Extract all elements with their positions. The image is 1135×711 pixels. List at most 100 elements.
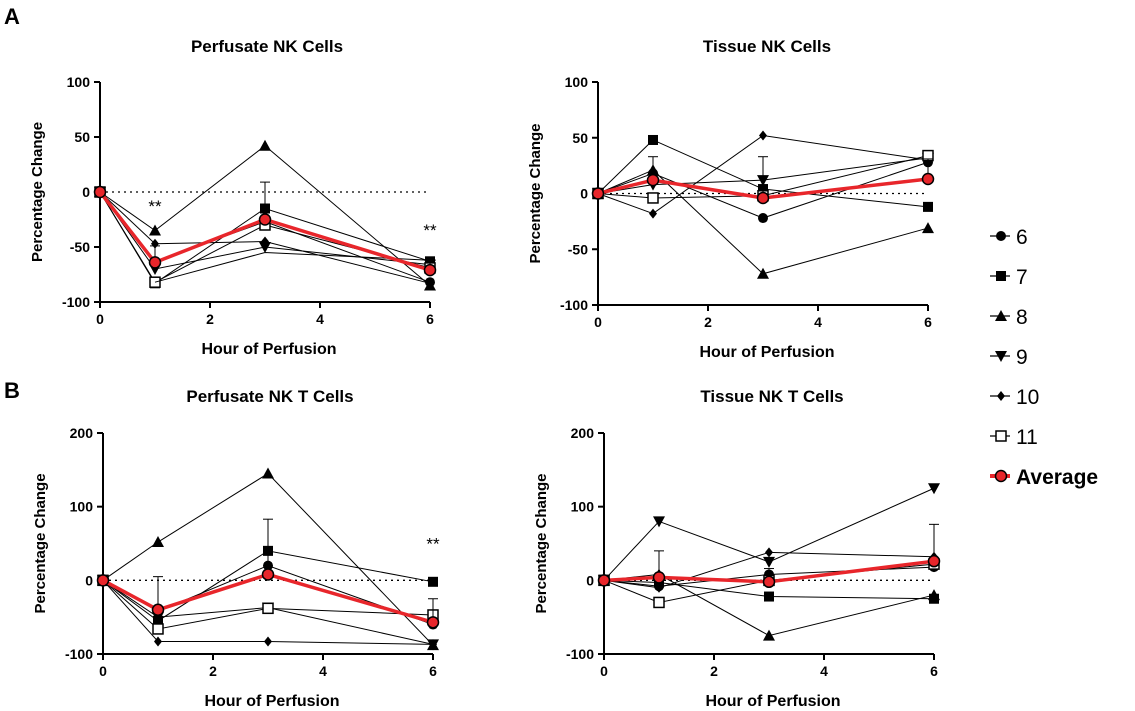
- y-tick-label: 200: [571, 425, 595, 441]
- series-line: [102, 472, 434, 646]
- data-point: [647, 192, 659, 204]
- x-tick-label: 0: [600, 663, 608, 679]
- y-tick-label: 100: [67, 74, 91, 90]
- x-tick-label: 2: [710, 663, 718, 679]
- data-point: [262, 602, 274, 615]
- x-axis-title: Hour of Perfusion: [705, 693, 840, 710]
- x-tick-label: 6: [429, 663, 437, 679]
- x-tick-label: 4: [316, 311, 324, 327]
- y-tick-label: 200: [70, 425, 94, 441]
- series-line: [597, 169, 929, 275]
- average-point: [597, 574, 611, 587]
- y-tick-label: -100: [566, 646, 594, 662]
- legend-item-9: 9: [990, 346, 1028, 369]
- chart-title: Perfusate NK Cells: [191, 37, 343, 56]
- data-point: [758, 213, 768, 224]
- significance-marker: **: [426, 534, 440, 553]
- data-point: [649, 208, 657, 219]
- data-point: [426, 278, 434, 289]
- series-line: [154, 251, 431, 283]
- average-point: [151, 603, 165, 617]
- legend-item-10: 10: [990, 386, 1039, 409]
- average-point: [652, 571, 666, 584]
- series-line: [102, 550, 434, 622]
- x-tick-label: 6: [426, 311, 434, 327]
- y-axis-title: Percentage Change: [32, 473, 49, 613]
- average-point: [921, 172, 935, 186]
- chart-tissue-nkt: Tissue NK T Cells -100 0 100 200 0 2 4 6 Hour of …: [533, 387, 941, 710]
- y-tick-label: 50: [572, 130, 588, 146]
- x-axis-title: Hour of Perfusion: [699, 344, 834, 361]
- x-tick-label: 4: [820, 663, 828, 679]
- average-point: [591, 187, 605, 200]
- data-point: [261, 236, 269, 247]
- x-tick-label: 0: [99, 663, 107, 679]
- average-point: [261, 568, 275, 581]
- data-point: [653, 516, 665, 528]
- data-point: [928, 483, 940, 495]
- x-tick-label: 4: [319, 663, 327, 679]
- y-tick-label: -50: [568, 241, 588, 257]
- data-point: [757, 267, 769, 279]
- x-tick-label: 2: [209, 663, 217, 679]
- average-point: [646, 173, 660, 187]
- series-average: [591, 156, 935, 205]
- y-tick-label: -100: [62, 294, 90, 310]
- series-average: [93, 181, 437, 277]
- y-tick-label: 100: [70, 499, 94, 515]
- y-tick-label: 0: [580, 186, 588, 202]
- data-point: [764, 591, 774, 602]
- series-line: [597, 155, 929, 199]
- legend-label: 10: [1016, 386, 1039, 409]
- data-point: [653, 596, 665, 609]
- data-point: [154, 636, 162, 647]
- y-axis-title: Percentage Change: [527, 123, 544, 263]
- x-tick-label: 0: [96, 311, 104, 327]
- legend-marker: [995, 351, 1007, 362]
- legend-marker: [994, 469, 1008, 483]
- x-tick-label: 4: [814, 314, 822, 330]
- data-point: [655, 582, 663, 593]
- series-line: [603, 579, 935, 600]
- chart-perfusate-nk: Perfusate NK Cells -100 -50 0 50 100 0 2 4 6 Hour …: [29, 37, 437, 358]
- legend-marker: [996, 271, 1006, 281]
- x-tick-label: 6: [930, 663, 938, 679]
- series-line: [597, 139, 929, 208]
- chart-title: Perfusate NK T Cells: [186, 387, 353, 406]
- legend-marker: [995, 310, 1007, 321]
- series-line: [99, 191, 431, 270]
- legend-item-8: 8: [990, 306, 1028, 329]
- y-tick-label: 50: [74, 129, 90, 145]
- average-line: [102, 572, 434, 625]
- average-line: [603, 559, 935, 584]
- legend-item-11: 11: [990, 426, 1038, 449]
- x-tick-label: 2: [704, 314, 712, 330]
- legend-label: 11: [1016, 426, 1038, 449]
- y-tick-label: 100: [565, 74, 589, 90]
- series-line: [597, 134, 929, 215]
- y-axis-title: Percentage Change: [29, 122, 46, 262]
- y-tick-label: 0: [85, 572, 93, 588]
- legend-label: 8: [1016, 306, 1028, 329]
- y-tick-label: 100: [571, 499, 595, 515]
- series-line: [99, 145, 431, 286]
- legend-label: Average: [1016, 466, 1098, 489]
- y-tick-label: 0: [82, 184, 90, 200]
- legend-item-average: Average: [990, 466, 1098, 489]
- legend-label: 7: [1016, 266, 1028, 289]
- x-tick-label: 2: [206, 311, 214, 327]
- panel-label-b: B: [4, 378, 20, 403]
- data-point: [928, 589, 940, 601]
- average-point: [96, 574, 110, 587]
- average-point: [423, 263, 437, 277]
- data-point: [759, 130, 767, 141]
- legend-label: 9: [1016, 346, 1028, 369]
- average-point: [148, 256, 162, 269]
- chart-title: Tissue NK Cells: [703, 37, 831, 56]
- series-line: [102, 579, 434, 645]
- legend-marker: [995, 430, 1007, 442]
- x-axis-title: Hour of Perfusion: [201, 341, 336, 358]
- chart-title: Tissue NK T Cells: [700, 387, 843, 406]
- series-average: [96, 518, 440, 629]
